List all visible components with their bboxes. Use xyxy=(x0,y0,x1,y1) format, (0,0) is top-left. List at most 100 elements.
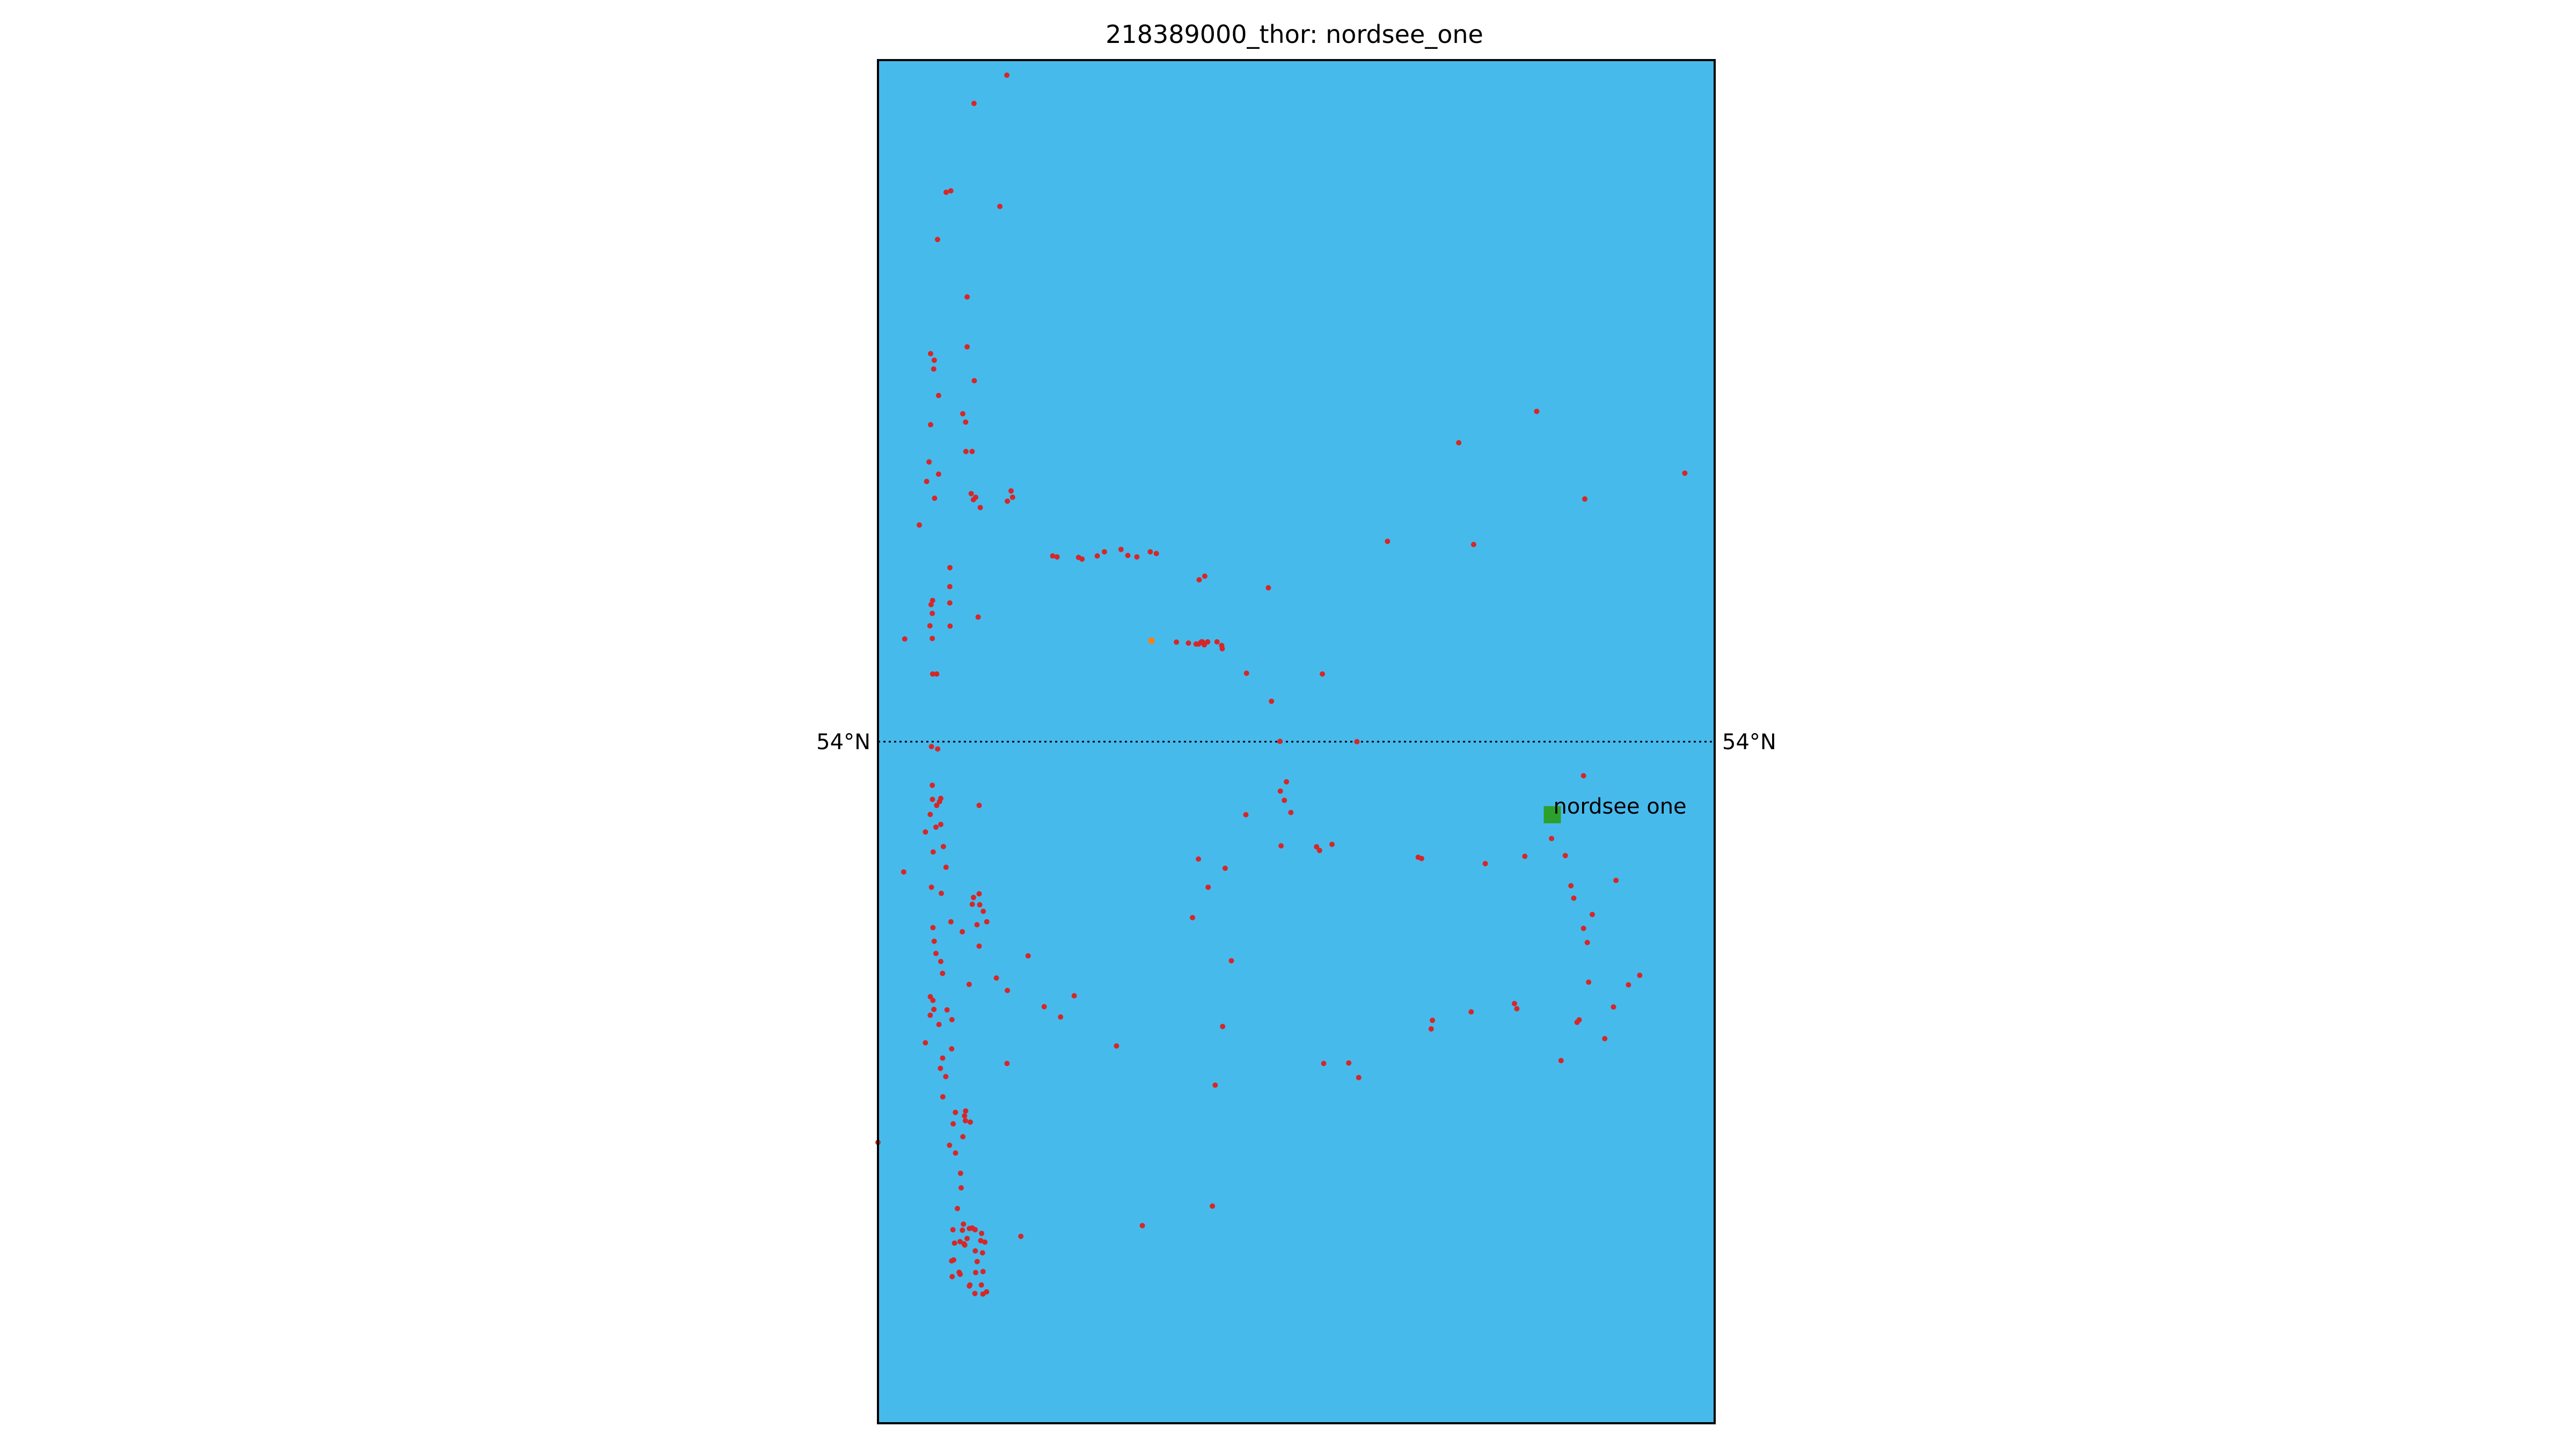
track-point xyxy=(971,378,977,384)
track-point xyxy=(1265,585,1271,591)
track-point xyxy=(1514,1006,1520,1012)
track-point xyxy=(931,938,937,944)
track-point xyxy=(947,1143,953,1148)
track-point xyxy=(955,1205,960,1211)
track-point xyxy=(950,1227,956,1233)
track-point xyxy=(938,1065,943,1071)
track-point xyxy=(957,1271,963,1277)
site-marker-label: nordsee one xyxy=(1554,794,1687,819)
track-point xyxy=(930,635,935,641)
track-point xyxy=(1147,549,1153,555)
track-point xyxy=(957,1239,963,1245)
track-point xyxy=(1329,841,1335,847)
track-point xyxy=(964,294,970,300)
map-area: 54°N 54°N nordsee one xyxy=(816,59,1776,1424)
track-point xyxy=(971,100,977,106)
track-point xyxy=(973,1270,978,1276)
track-point xyxy=(930,611,935,616)
track-point xyxy=(935,746,941,752)
track-point xyxy=(928,351,933,356)
track-point xyxy=(984,919,990,925)
track-point xyxy=(1134,554,1140,560)
track-point xyxy=(974,922,980,928)
track-point xyxy=(977,504,983,510)
track-point xyxy=(1314,844,1320,850)
track-point xyxy=(950,1121,956,1127)
track-point xyxy=(934,671,940,677)
track-point xyxy=(943,189,949,195)
map-frame xyxy=(877,59,1716,1424)
track-point xyxy=(943,865,949,870)
track-point xyxy=(1613,877,1619,883)
track-point xyxy=(933,824,939,830)
track-point xyxy=(962,1118,968,1124)
track-point xyxy=(1456,440,1462,445)
track-point xyxy=(993,975,999,981)
track-point xyxy=(926,459,932,465)
track-point xyxy=(1415,854,1421,860)
track-point xyxy=(927,1012,933,1018)
track-point xyxy=(1428,1026,1434,1032)
track-point xyxy=(1512,1001,1517,1006)
track-point xyxy=(930,597,935,603)
track-point xyxy=(928,744,934,750)
track-point xyxy=(1050,553,1056,559)
track-point xyxy=(924,479,930,485)
track-point xyxy=(949,1046,955,1052)
track-point xyxy=(960,411,965,416)
latitude-lines: 54°N 54°N xyxy=(816,730,1776,755)
track-point xyxy=(1139,1223,1145,1228)
track-point xyxy=(953,1150,958,1156)
track-point xyxy=(1196,856,1202,862)
track-point xyxy=(931,1006,937,1012)
track-point xyxy=(1219,646,1225,652)
track-point xyxy=(927,811,933,817)
track-point xyxy=(1278,843,1284,849)
track-point xyxy=(951,1257,956,1263)
track-point xyxy=(928,884,934,890)
track-point xyxy=(1101,549,1107,555)
track-point xyxy=(1582,496,1587,502)
track-point xyxy=(940,1055,946,1061)
track-point xyxy=(974,1258,980,1264)
track-point xyxy=(953,1109,958,1115)
track-point xyxy=(917,522,922,528)
track-point xyxy=(1004,72,1010,78)
track-point xyxy=(931,366,936,372)
track-point xyxy=(962,1113,968,1119)
track-point xyxy=(1118,546,1124,552)
track-point xyxy=(1571,895,1577,901)
track-point xyxy=(1637,972,1643,978)
track-point xyxy=(961,1221,967,1227)
track-point xyxy=(944,1007,950,1013)
track-point xyxy=(960,929,965,935)
track-point xyxy=(976,891,982,897)
track-point xyxy=(930,782,935,788)
track-point xyxy=(1346,1060,1352,1066)
track-point xyxy=(952,1240,957,1246)
track-point xyxy=(1005,987,1011,993)
track-point xyxy=(1212,1082,1218,1088)
track-point xyxy=(980,1269,986,1275)
track-point xyxy=(1682,470,1688,476)
track-point xyxy=(1094,553,1100,559)
track-point xyxy=(933,950,939,956)
track-point xyxy=(1611,1004,1616,1010)
track-point xyxy=(932,495,938,501)
track-point xyxy=(1125,553,1131,558)
track-point xyxy=(930,998,936,1004)
track-point xyxy=(1320,671,1326,677)
track-point xyxy=(1018,1233,1024,1239)
track-point xyxy=(948,188,954,194)
track-point xyxy=(1114,1043,1119,1049)
track-point xyxy=(1210,1203,1216,1209)
track-point xyxy=(1005,498,1011,504)
track-point xyxy=(1558,1058,1564,1064)
track-point xyxy=(966,982,972,987)
track-point xyxy=(969,449,975,455)
track-point xyxy=(943,1074,949,1080)
track-point xyxy=(935,393,941,398)
track-point xyxy=(947,600,953,606)
track-point xyxy=(930,796,935,802)
track-point xyxy=(975,614,981,620)
